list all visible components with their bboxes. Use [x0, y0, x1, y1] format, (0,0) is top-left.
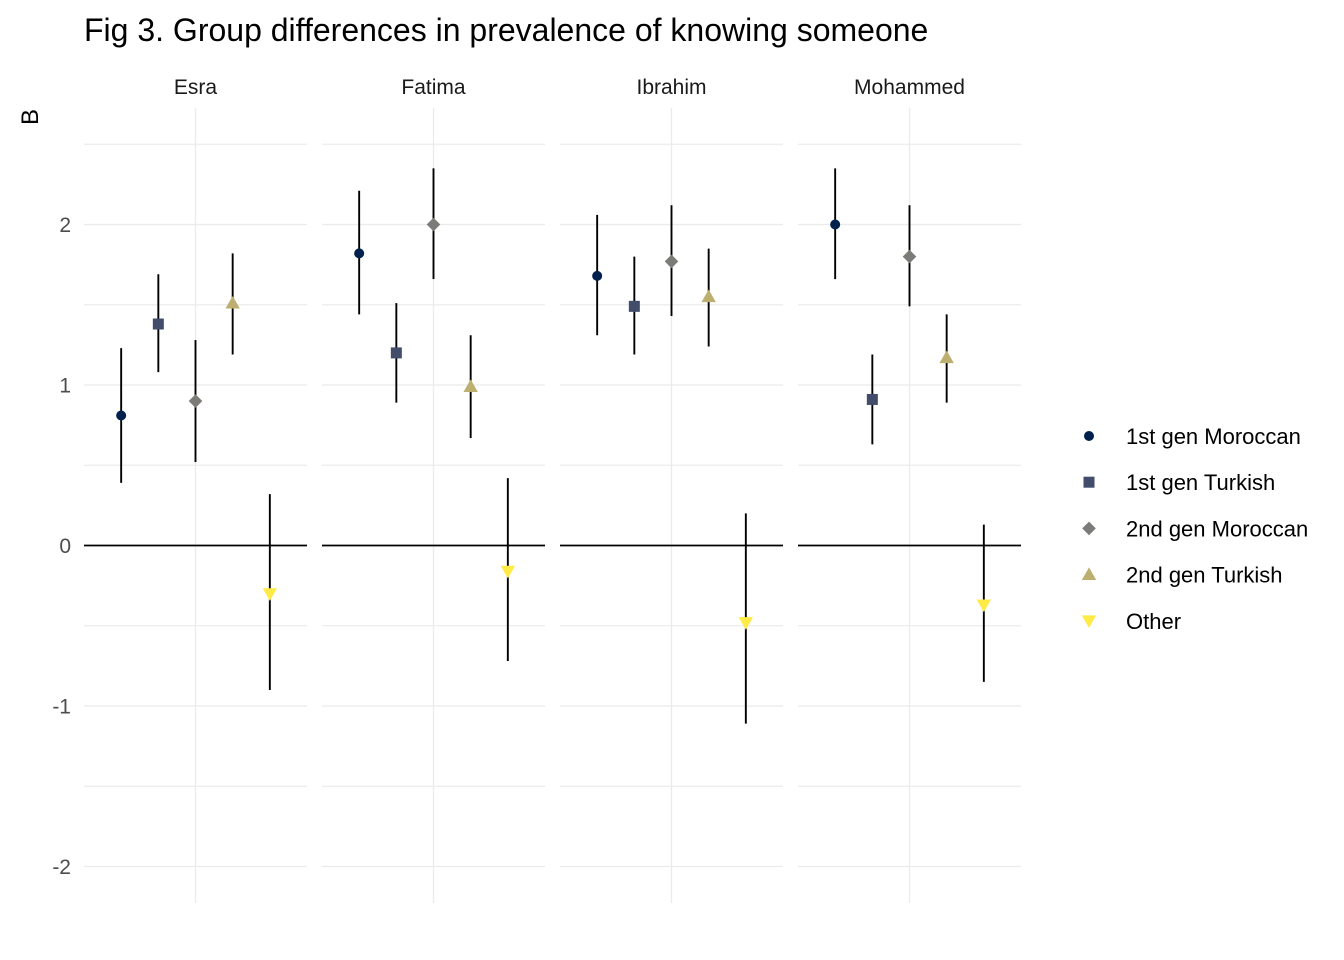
data-point [866, 393, 878, 405]
legend: 1st gen Moroccan 1st gen Turkish 2nd gen M… [1081, 424, 1308, 634]
chart-title: Fig 3. Group differences in prevalence o… [84, 12, 928, 48]
panel-strip-label: Esra [174, 76, 218, 99]
y-tick-label: -2 [52, 856, 71, 879]
legend-key [1083, 476, 1095, 488]
y-tick-label: 2 [59, 214, 71, 237]
legend-key [1081, 567, 1097, 580]
panel-strip-label: Fatima [401, 76, 466, 99]
legend-item: 1st gen Moroccan [1084, 424, 1301, 449]
data-point [116, 410, 127, 421]
data-point [463, 379, 478, 393]
data-point [354, 248, 365, 259]
data-point [225, 295, 240, 309]
legend-key [1081, 615, 1097, 628]
y-tick-label: 1 [59, 375, 71, 398]
data-point [830, 219, 841, 230]
data-point [592, 270, 603, 281]
data-point [500, 565, 516, 579]
legend-key [1084, 431, 1094, 441]
data-point [902, 249, 917, 264]
chart-panels: -2 -1 0 1 2 Esra Fatima Ibrahim Mohammed [52, 76, 1021, 903]
legend-label: Other [1126, 609, 1181, 634]
panel-strip-label: Mohammed [854, 76, 965, 99]
panel-strip-label: Ibrahim [636, 76, 706, 99]
y-tick-label: -1 [52, 696, 71, 719]
legend-label: 2nd gen Moroccan [1126, 516, 1308, 541]
data-point [738, 617, 754, 630]
legend-item: Other [1081, 609, 1181, 634]
panel-fatima: Fatima [322, 76, 545, 903]
legend-item: 1st gen Turkish [1083, 470, 1275, 495]
panel-esra: Esra [84, 76, 307, 903]
panel-mohammed: Mohammed [798, 76, 1021, 903]
legend-key [1082, 521, 1096, 536]
data-point [628, 300, 640, 312]
panel-ibrahim: Ibrahim [560, 76, 783, 903]
data-point [664, 254, 679, 269]
data-point [262, 588, 278, 601]
data-point [426, 217, 441, 232]
data-point [390, 347, 402, 359]
legend-item: 2nd gen Moroccan [1082, 516, 1308, 541]
legend-label: 1st gen Turkish [1126, 470, 1275, 495]
y-axis-label: B [17, 109, 44, 125]
legend-item: 2nd gen Turkish [1081, 563, 1283, 588]
data-point [188, 394, 203, 408]
data-point [701, 289, 716, 303]
data-point [152, 318, 164, 330]
data-point [976, 599, 992, 613]
y-tick-label: 0 [59, 535, 71, 558]
data-point [939, 350, 954, 364]
legend-label: 2nd gen Turkish [1126, 563, 1283, 588]
legend-label: 1st gen Moroccan [1126, 424, 1301, 449]
